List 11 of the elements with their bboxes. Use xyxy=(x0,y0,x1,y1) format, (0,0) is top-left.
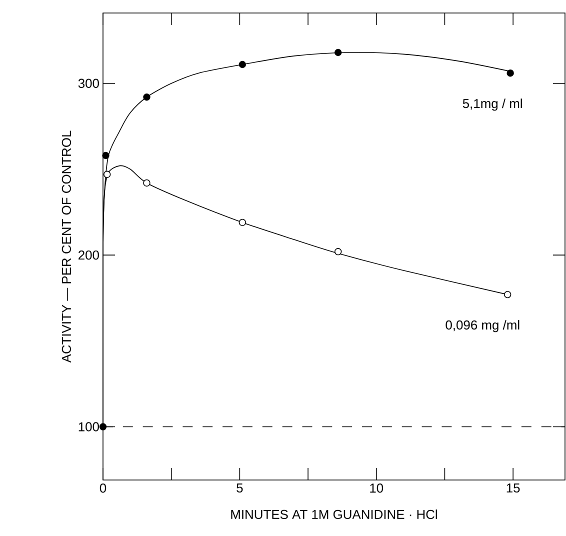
x-tick-label: 15 xyxy=(506,484,520,493)
y-tick-label: 300 xyxy=(78,78,99,88)
x-tick-label: 0 xyxy=(100,484,106,493)
y-tick-label: 200 xyxy=(78,250,99,260)
series-label: 5,1mg / ml xyxy=(462,98,522,111)
x-axis-title: MINUTES AT 1M GUANIDINE · HCl xyxy=(231,510,437,520)
x-tick-label: 5 xyxy=(236,484,243,493)
y-tick-label: 100 xyxy=(78,422,99,432)
y-axis-title: ACTIVITY — PER CENT OF CONTROL xyxy=(62,130,72,363)
x-tick-label: 10 xyxy=(370,484,384,493)
series-label: 0,096 mg /ml xyxy=(446,320,520,332)
